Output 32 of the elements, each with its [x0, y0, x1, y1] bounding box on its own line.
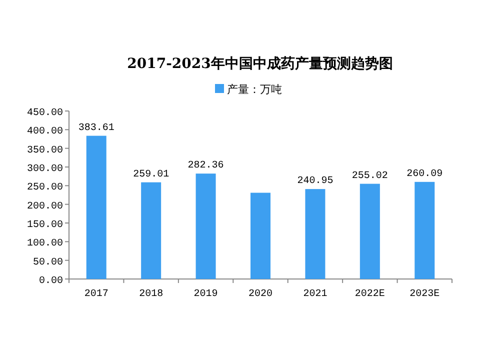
y-tick-label: 350.00 [26, 145, 63, 156]
x-tick-label: 2018 [139, 289, 164, 300]
x-tick-label: 2021 [303, 289, 328, 300]
legend-label: 产量：万吨 [227, 83, 282, 96]
bar [250, 192, 270, 279]
x-tick-label: 2017 [84, 289, 108, 300]
bar [414, 182, 435, 279]
x-tick-label: 2022E [354, 289, 385, 300]
text: 383.61 [78, 122, 114, 134]
text: 282.36 [188, 160, 224, 172]
x-tick-label: 2023E [410, 289, 440, 300]
y-tick-label: 150.00 [26, 220, 63, 231]
bar [196, 174, 216, 279]
chart-title: 2017-2023年中国中成药产量预测趋势图 [127, 55, 393, 72]
bar [141, 182, 162, 279]
bar [86, 136, 106, 279]
bar [305, 189, 326, 279]
text: 255.02 [352, 170, 388, 182]
bar [360, 184, 380, 279]
y-tick-label: 450.00 [26, 108, 63, 119]
y-tick-label: 400.00 [26, 126, 63, 138]
y-tick-label: 0.00 [38, 276, 63, 287]
text: 240.95 [297, 176, 334, 188]
text: 260.09 [406, 168, 443, 180]
y-tick-label: 200.00 [26, 201, 63, 212]
y-tick-label: 100.00 [26, 238, 63, 250]
text: 259.01 [133, 169, 170, 180]
y-tick-label: 300.00 [26, 164, 63, 175]
y-tick-label: 250.00 [26, 182, 63, 194]
y-tick-label: 50.00 [32, 257, 63, 268]
x-tick-label: 2020 [248, 289, 273, 300]
x-tick-label: 2019 [194, 289, 218, 300]
